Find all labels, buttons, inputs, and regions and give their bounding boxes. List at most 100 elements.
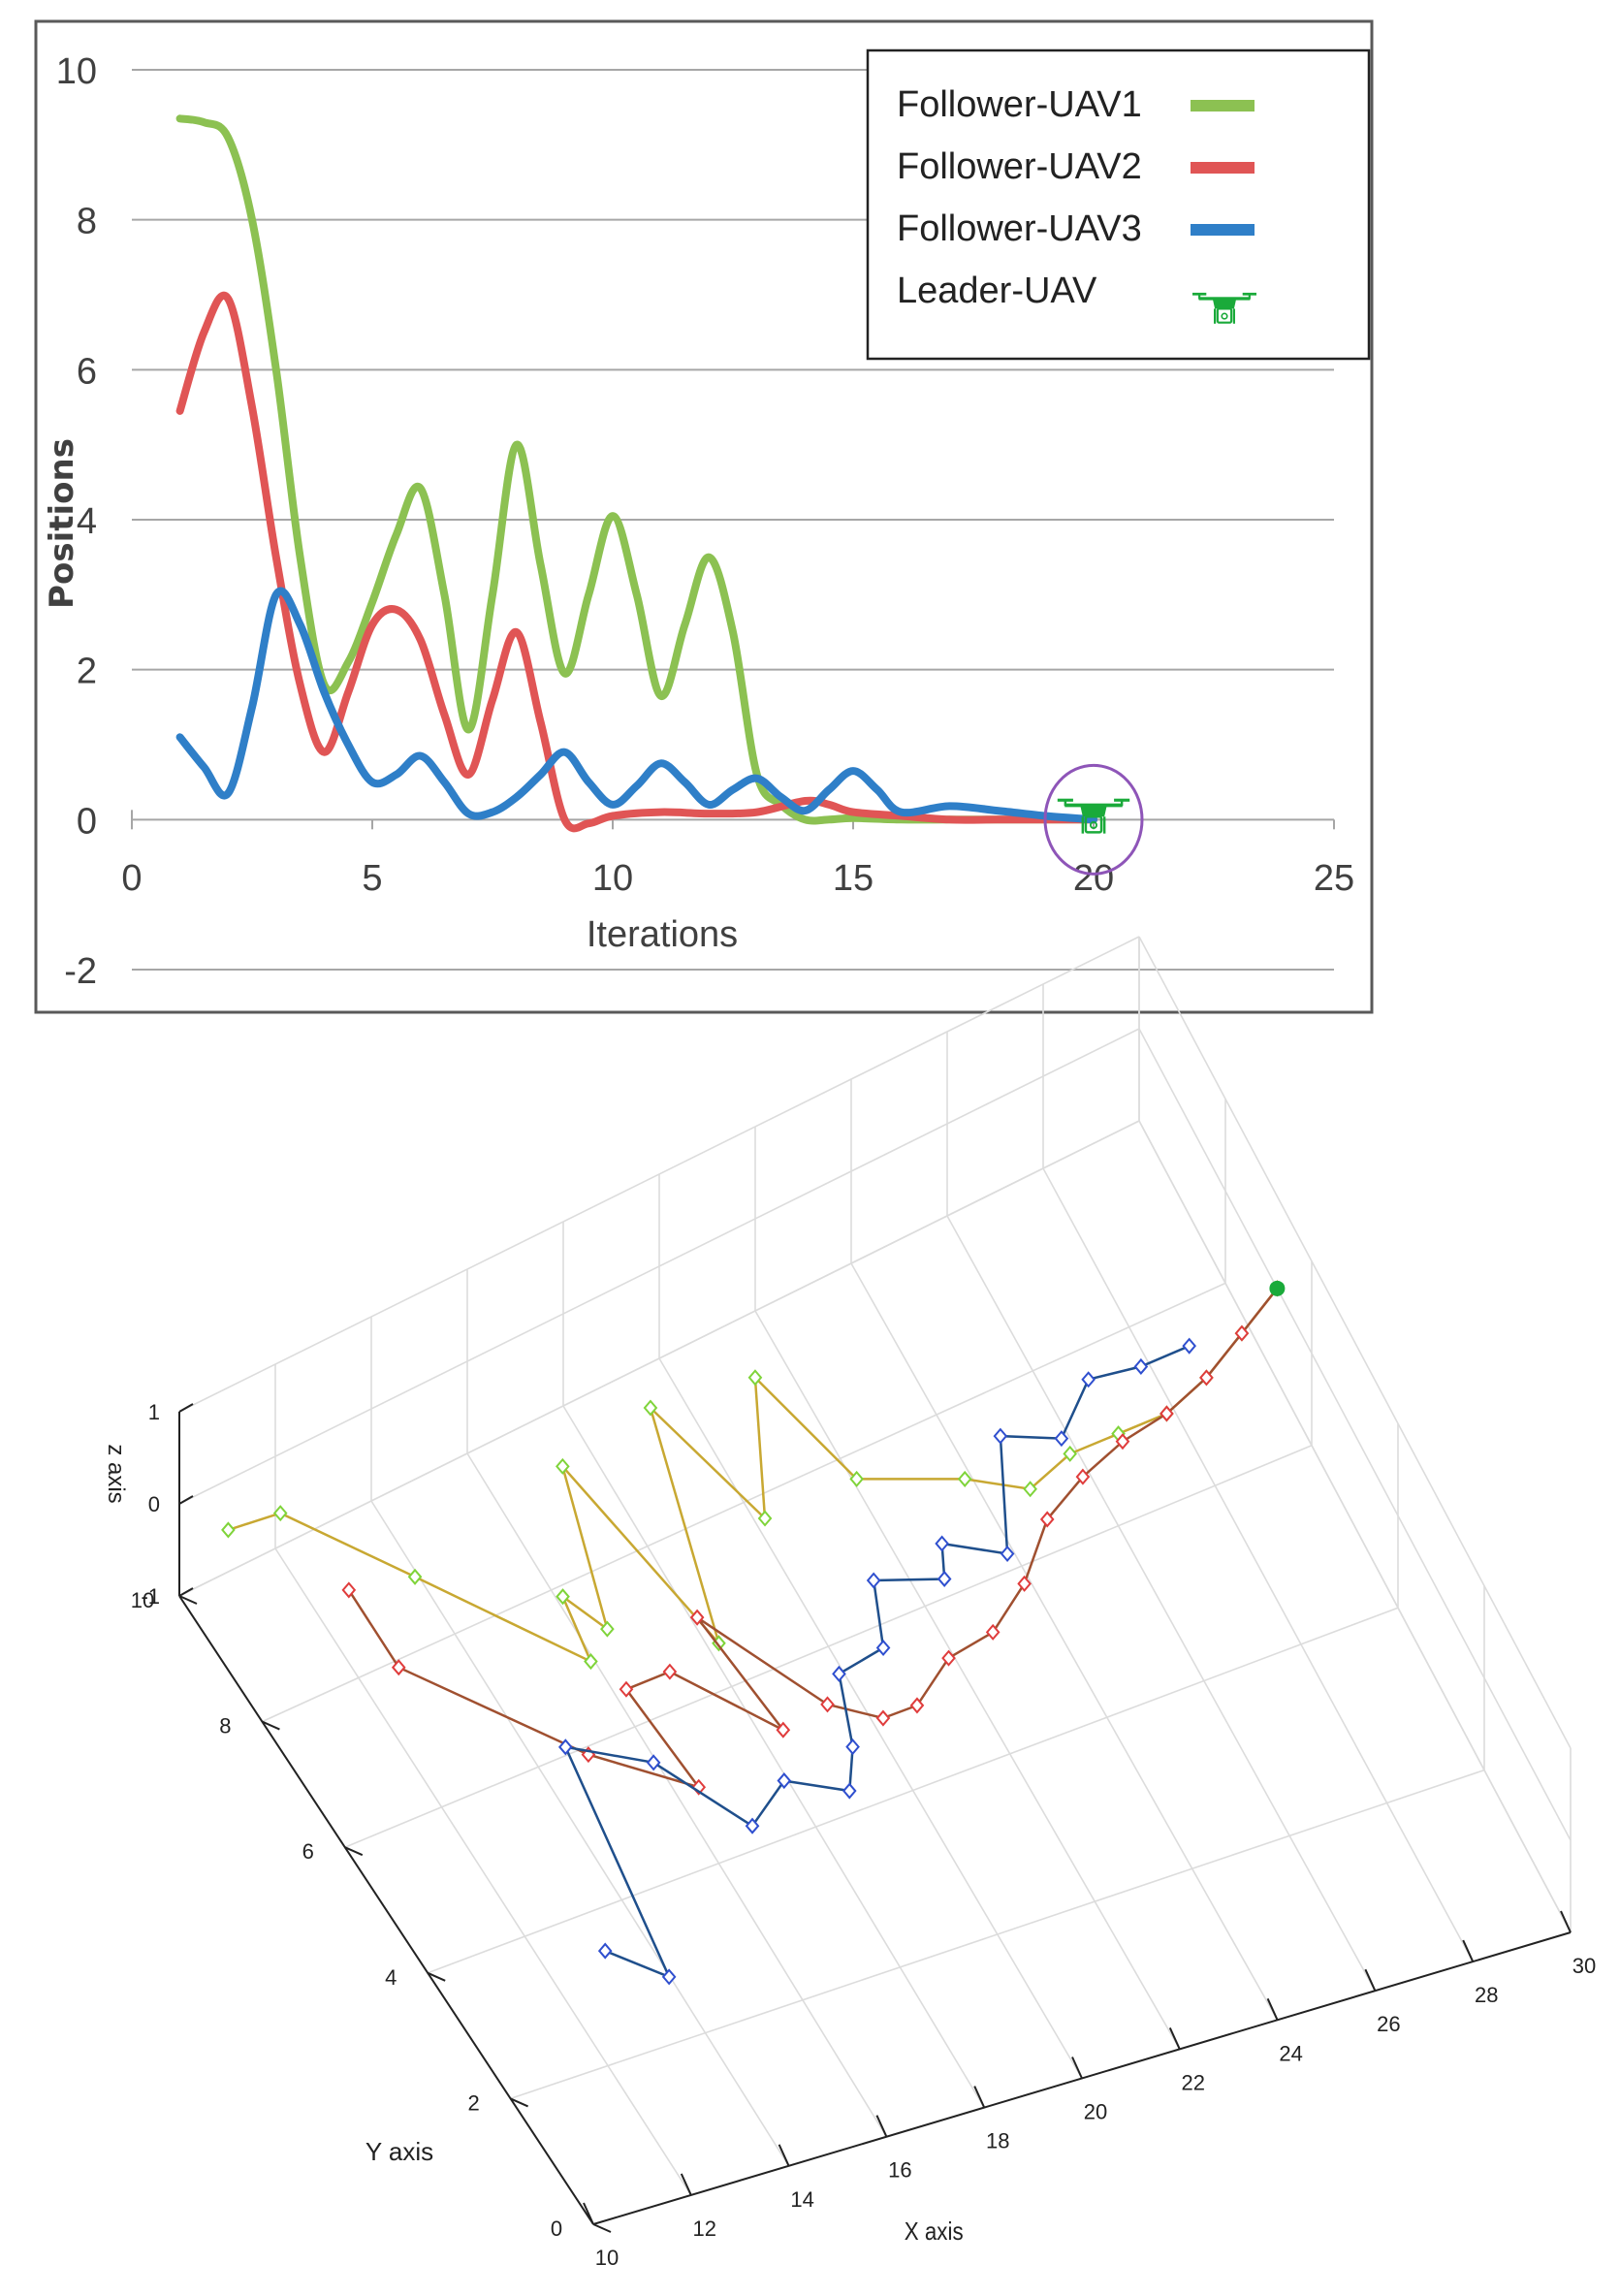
y-tick-label-3d: 2 <box>467 2090 479 2115</box>
leader-marker <box>1043 763 1144 876</box>
trajectory-marker <box>1159 1405 1174 1422</box>
floor-gridline-x <box>658 1357 1083 2079</box>
x-tick-label-3d: 12 <box>693 2216 716 2241</box>
y-tick-label: 6 <box>77 351 97 392</box>
trajectory-marker <box>747 1369 763 1387</box>
trajectory-marker <box>935 1535 949 1552</box>
drone-icon <box>1057 798 1130 834</box>
trajectory-marker <box>1182 1337 1197 1355</box>
y-tick-label: 8 <box>77 202 97 242</box>
drone-camera <box>1089 820 1098 830</box>
y-axis-label: Positions <box>43 438 81 609</box>
trajectory-marker <box>985 1623 1001 1641</box>
legend-label: Follower-UAV3 <box>897 208 1142 249</box>
y-tick-label: 0 <box>77 801 97 842</box>
drone-mast <box>1120 799 1124 807</box>
floor-gridline-x <box>754 1310 1181 2050</box>
y-axis-tick <box>510 2097 529 2108</box>
floor-gridline-x <box>274 1547 692 2196</box>
legend: Follower-UAV1 Follower-UAV2 Follower-UAV3 L… <box>866 48 1371 361</box>
floor-gridline-x <box>850 1262 1279 2021</box>
trajectory-marker <box>662 1663 678 1680</box>
y-tick-label: 4 <box>77 501 97 542</box>
trajectory-marker <box>845 1738 860 1756</box>
trajectory-marker <box>584 1653 598 1671</box>
trajectory-marker <box>937 1570 952 1587</box>
trajectory-marker <box>957 1470 972 1487</box>
floor-gridline-y <box>262 1282 1226 1723</box>
back-wall-gridline <box>178 1028 1140 1505</box>
trajectory-marker <box>221 1521 236 1539</box>
line-chart-panel: -2 0 2 4 6 8 10 0 5 10 15 20 25 Iterations Positions… <box>34 19 1374 1014</box>
trajectory-line-follower-uav1 <box>228 1288 1279 1665</box>
trajectory-marker <box>776 1721 791 1738</box>
x-tick-label: 25 <box>1314 858 1354 899</box>
trajectory-marker <box>842 1782 857 1800</box>
z-axis-label-3d: z axis <box>103 1444 129 1503</box>
trajectory-marker <box>745 1817 760 1834</box>
y-axis-tick <box>592 2223 612 2233</box>
z-tick-label-3d: -1 <box>141 1584 160 1609</box>
y-axis-label-3d: Y axis <box>365 2137 433 2166</box>
floor-gridline-y <box>178 1120 1140 1597</box>
y-tick-label-3d: 10 <box>131 1588 154 1612</box>
x-tick-label: 15 <box>833 858 874 899</box>
trajectory-marker <box>1133 1357 1149 1375</box>
back-wall-gridline <box>178 936 1140 1413</box>
x-axis-tick <box>1364 1968 1377 1992</box>
trajectory-marker <box>1234 1324 1250 1342</box>
legend-swatch <box>1191 162 1255 174</box>
drone-gimbal <box>1084 815 1103 834</box>
floor-gridline-x <box>946 1215 1377 1992</box>
x-tick-label-3d: 30 <box>1572 1954 1596 1978</box>
x-axis-tick <box>1462 1939 1475 1962</box>
drone-mast <box>1248 294 1251 300</box>
drone-gimbal <box>1216 307 1233 324</box>
z-tick-label-3d: 1 <box>148 1400 160 1424</box>
series-line-follower-uav1 <box>175 114 1097 825</box>
trajectory-marker <box>1023 1481 1037 1498</box>
trajectory-marker <box>272 1505 288 1522</box>
trajectory-marker <box>661 1968 677 1986</box>
x-tick-label-3d: 16 <box>888 2158 911 2183</box>
x-axis-tick <box>583 2202 594 2225</box>
z-axis-tick <box>178 1403 194 1413</box>
leader-highlight-circle <box>1043 763 1144 876</box>
x-tick-label: 10 <box>592 858 633 899</box>
leader-endpoint-marker <box>1269 1280 1286 1296</box>
x-tick-label-3d: 20 <box>1084 2100 1107 2124</box>
trajectory-marker <box>832 1665 846 1682</box>
side-wall-gridline <box>1138 1028 1572 1841</box>
trajectory-marker <box>643 1399 658 1417</box>
drone-body <box>1212 299 1237 309</box>
x-axis-label-3d: X axis <box>905 2217 964 2246</box>
x-axis-tick <box>1168 2026 1181 2050</box>
y-axis-line <box>178 1595 594 2225</box>
drone-mast <box>1064 799 1067 807</box>
drone-body <box>1080 806 1107 817</box>
z-axis-tick <box>178 1587 194 1597</box>
trajectory-marker <box>757 1510 773 1527</box>
y-axis-tick <box>427 1971 446 1982</box>
x-axis-label: Iterations <box>587 914 738 955</box>
trajectory-marker <box>875 1709 891 1727</box>
x-tick-label: 20 <box>1073 858 1114 899</box>
drone-arm <box>1064 803 1123 808</box>
trajectory-marker <box>1039 1511 1055 1528</box>
y-axis-tick <box>344 1846 364 1857</box>
x-tick-label-3d: 22 <box>1182 2070 1205 2094</box>
legend-label: Follower-UAV1 <box>897 84 1142 125</box>
trajectory-marker <box>1115 1433 1130 1451</box>
drone-camera <box>1221 312 1228 320</box>
legend-label: Leader-UAV <box>897 271 1097 311</box>
x-axis-tick <box>1560 1910 1572 1933</box>
x-tick-label-3d: 14 <box>790 2187 813 2212</box>
x-tick-label-3d: 10 <box>595 2246 619 2270</box>
z-tick-label-3d: 0 <box>148 1492 160 1516</box>
legend-box <box>866 48 1371 361</box>
y-axis-tick <box>261 1720 280 1731</box>
trajectory-marker <box>407 1568 423 1585</box>
trajectory-marker <box>1081 1371 1096 1388</box>
